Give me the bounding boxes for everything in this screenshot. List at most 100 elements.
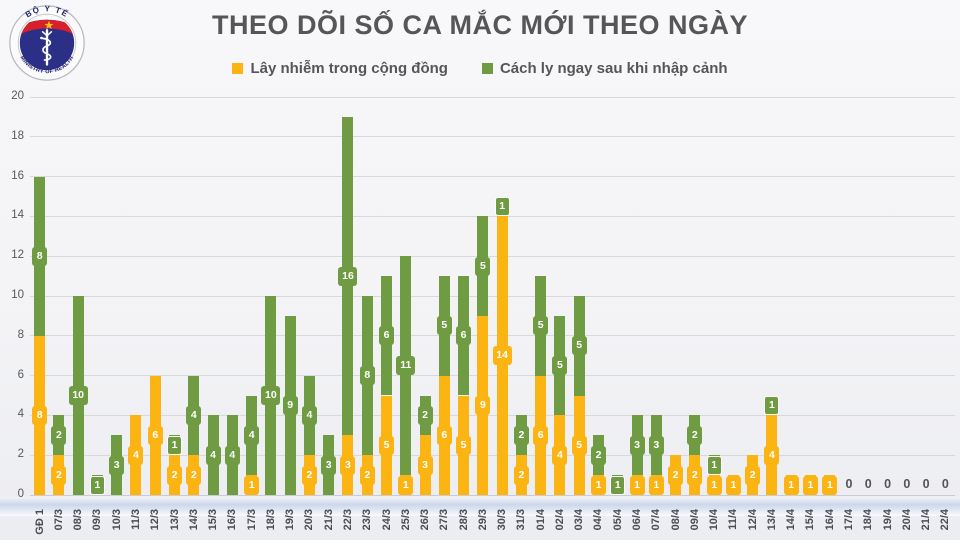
- bar-label-community: 2: [167, 465, 183, 485]
- bar-label-community: 4: [552, 445, 568, 465]
- y-tick-label: 4: [17, 408, 24, 421]
- y-tick-label: 18: [11, 129, 24, 142]
- bar-label-quarantine: 5: [436, 316, 452, 336]
- logo-star-icon: [44, 20, 54, 30]
- bar-label-community: 14: [492, 346, 512, 366]
- bar-label-community: 3: [417, 455, 433, 475]
- bar-label-quarantine: 9: [282, 395, 298, 415]
- bar-label-community: 2: [51, 465, 67, 485]
- x-tick-label: 20/4: [900, 509, 913, 531]
- legend-label-quarantine: Cách ly ngay sau khi nhập cảnh: [499, 60, 728, 77]
- bar-label-community: 1: [725, 475, 741, 495]
- bar-label-quarantine: 5: [533, 316, 549, 336]
- bar-label-quarantine: 4: [205, 445, 221, 465]
- zero-value-label: 0: [884, 477, 892, 491]
- gridline: [30, 136, 955, 138]
- bar-label-quarantine: 16: [338, 266, 358, 286]
- x-tick-label: 04/4: [592, 509, 605, 531]
- x-tick-label: 10/3: [110, 509, 123, 531]
- y-tick-label: 0: [17, 488, 24, 500]
- x-tick-label: 19/3: [284, 509, 297, 531]
- zero-value-label: 0: [845, 477, 853, 491]
- x-tick-label: 03/4: [573, 509, 586, 531]
- y-tick-label: 8: [17, 328, 24, 341]
- bar-label-community: 2: [687, 465, 703, 485]
- bar-label-quarantine: 1: [89, 475, 105, 495]
- bar-label-community: 2: [301, 465, 317, 485]
- x-tick-label: 14/4: [785, 509, 798, 531]
- x-tick-label: 16/4: [823, 509, 836, 531]
- x-tick-label: 15/3: [207, 509, 220, 531]
- gridline: [30, 215, 955, 217]
- bar-label-community: 1: [244, 475, 260, 495]
- bar-label-community: 5: [379, 435, 394, 455]
- zero-value-label: 0: [903, 477, 911, 491]
- x-tick-label: 08/4: [669, 509, 682, 531]
- bar-label-quarantine: 2: [687, 425, 703, 445]
- gridline: [30, 375, 955, 377]
- bar-label-quarantine: 5: [571, 336, 587, 356]
- x-tick-label: 08/3: [72, 509, 85, 531]
- bar-label-quarantine: 3: [648, 435, 664, 455]
- axis-floor-band: [0, 497, 960, 516]
- bar-label-community: 6: [436, 425, 452, 445]
- x-tick-label: 21/3: [322, 509, 335, 531]
- y-tick-label: 12: [11, 249, 24, 262]
- bar-label-quarantine: 2: [51, 425, 67, 445]
- bar-label-quarantine: 10: [261, 386, 281, 405]
- x-tick-label: 24/3: [380, 509, 393, 531]
- chart-title: THEO DÕI SỐ CA MẮC MỚI THEO NGÀY: [211, 10, 749, 40]
- bar-label-community: 5: [456, 435, 472, 455]
- legend-item-community: Lây nhiễm trong cộng đồng: [232, 60, 448, 77]
- x-tick-label: 12/4: [746, 509, 759, 531]
- bar-label-quarantine: 6: [379, 326, 394, 346]
- x-tick-label: 19/4: [881, 509, 894, 531]
- gridline: [30, 494, 955, 496]
- gridline: [30, 176, 955, 178]
- x-tick-label: 21/4: [920, 509, 933, 531]
- bar-label-quarantine: 3: [629, 435, 645, 455]
- ministry-of-health-logo: BỘ Y TẾ MINISTRY OF HEALTH: [8, 4, 86, 82]
- bar-label-community: 1: [648, 475, 664, 495]
- x-tick-label: 06/4: [631, 509, 644, 531]
- zero-value-label: 0: [864, 477, 872, 491]
- legend-item-quarantine: Cách ly ngay sau khi nhập cảnh: [481, 60, 728, 77]
- bar-label-quarantine: 3: [321, 455, 337, 475]
- bar-label-quarantine: 4: [301, 405, 317, 425]
- x-tick-label: 28/3: [457, 509, 470, 531]
- bar-label-community: 3: [340, 455, 356, 475]
- x-tick-label: 05/4: [611, 509, 624, 531]
- logo-staff-snake-icon: [40, 29, 53, 66]
- bar-label-quarantine: 5: [475, 256, 491, 276]
- zero-value-label: 0: [941, 477, 949, 491]
- bar-label-community: 1: [783, 475, 799, 495]
- gridline: [30, 255, 955, 257]
- x-tick-label: 18/3: [264, 509, 277, 531]
- bar-label-community: 8: [32, 405, 48, 425]
- y-tick-label: 14: [11, 209, 24, 222]
- bar-label-quarantine: 1: [494, 196, 510, 216]
- bar-label-community: 6: [533, 425, 549, 445]
- bar-label-community: 6: [147, 425, 163, 445]
- bar-label-quarantine: 5: [552, 356, 568, 376]
- x-tick-label: 09/3: [91, 509, 104, 531]
- bar-label-quarantine: 10: [68, 386, 88, 405]
- bar-label-community: 1: [629, 475, 645, 495]
- x-tick-label: 12/3: [149, 509, 162, 531]
- y-tick-label: 16: [11, 169, 24, 182]
- gridline: [30, 335, 955, 337]
- legend: Lây nhiễm trong cộng đồng Cách ly ngay s…: [0, 60, 960, 77]
- x-tick-label: 07/3: [52, 509, 65, 531]
- x-tick-label: 22/3: [341, 509, 354, 531]
- x-tick-label: 11/3: [129, 509, 142, 530]
- x-tick-label: 16/3: [226, 509, 239, 531]
- bar-label-community: 2: [668, 465, 684, 485]
- bar-label-community: 2: [513, 465, 529, 485]
- bar-label-quarantine: 2: [513, 425, 529, 445]
- x-tick-label: 20/3: [303, 509, 316, 531]
- x-tick-label: 18/4: [862, 509, 875, 531]
- x-tick-label: 23/3: [361, 509, 374, 531]
- y-tick-label: 2: [17, 448, 24, 461]
